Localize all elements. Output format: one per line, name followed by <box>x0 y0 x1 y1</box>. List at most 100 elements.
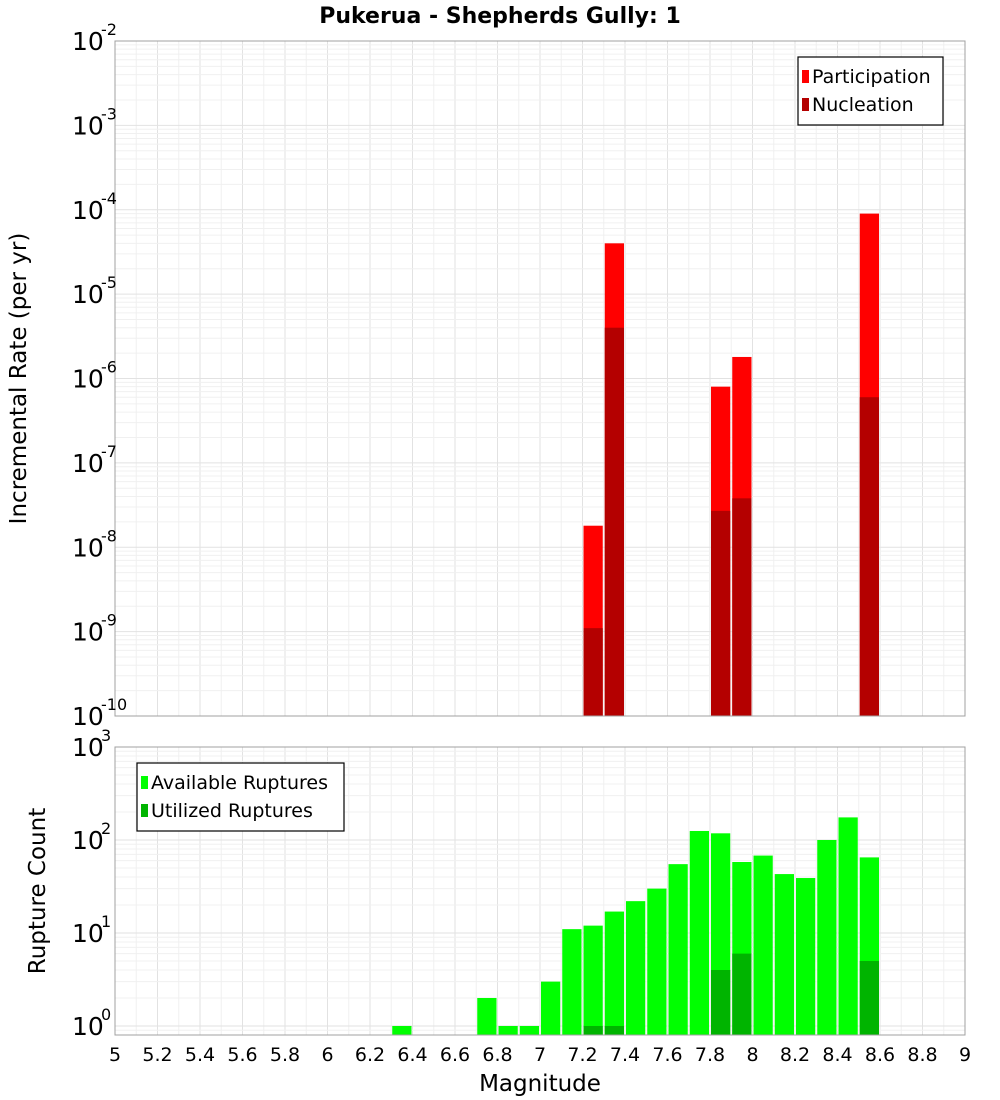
bar-available-ruptures <box>689 830 709 1035</box>
bar-available-ruptures <box>647 888 667 1035</box>
bar-available-ruptures <box>774 874 794 1035</box>
bar-available-ruptures <box>604 911 624 1035</box>
rate-legend: Participation Nucleation <box>797 56 944 126</box>
x-tick-label: 5.2 <box>142 1044 172 1066</box>
x-tick-label: 9 <box>959 1044 971 1066</box>
bar-utilized-ruptures <box>711 969 731 1035</box>
y-tick-exponent: -5 <box>101 273 117 292</box>
bar-available-ruptures <box>583 925 603 1035</box>
y-tick-label: 10 <box>72 449 104 478</box>
y-tick-label: 10 <box>72 533 104 562</box>
y-tick-label: 10 <box>72 280 104 309</box>
x-tick-label: 8.8 <box>907 1044 937 1066</box>
bar-available-ruptures <box>498 1025 518 1035</box>
legend-label: Nucleation <box>812 94 914 116</box>
bar-utilized-ruptures <box>732 953 752 1035</box>
x-tick-label: 7.2 <box>567 1044 597 1066</box>
count-plot-frame <box>114 746 966 1036</box>
y-tick-label: 10 <box>72 111 104 140</box>
bar-nucleation <box>711 510 731 716</box>
y-tick-label: 10 <box>72 365 104 394</box>
bar-utilized-ruptures <box>859 960 879 1035</box>
bar-nucleation <box>583 628 603 716</box>
y-tick-exponent: 1 <box>101 912 111 931</box>
bar-available-ruptures <box>477 997 497 1035</box>
bar-available-ruptures <box>392 1025 412 1035</box>
x-tick-label: 6.6 <box>440 1044 470 1066</box>
y-tick-exponent: -6 <box>101 358 117 377</box>
x-tick-label: 6 <box>321 1044 333 1066</box>
bar-available-ruptures <box>796 878 816 1035</box>
legend-label: Available Ruptures <box>151 772 328 794</box>
x-tick-label: 8 <box>746 1044 758 1066</box>
x-tick-label: 7.8 <box>695 1044 725 1066</box>
legend-swatch <box>141 804 148 817</box>
x-tick-label: 5.6 <box>227 1044 257 1066</box>
y-tick-label: 10 <box>72 1012 104 1041</box>
count-y-axis-label: Rupture Count <box>25 808 51 974</box>
y-tick-label: 10 <box>72 27 104 56</box>
x-tick-label: 6.2 <box>355 1044 385 1066</box>
y-tick-label: 10 <box>72 919 104 948</box>
rate-y-axis-label: Incremental Rate (per yr) <box>6 233 32 525</box>
rate-plot-frame <box>114 40 966 717</box>
x-tick-label: 7.6 <box>652 1044 682 1066</box>
y-tick-exponent: -2 <box>101 20 117 39</box>
bar-available-ruptures <box>626 901 646 1035</box>
y-tick-label: 10 <box>72 196 104 225</box>
y-tick-exponent: 0 <box>101 1005 111 1024</box>
y-tick-exponent: -3 <box>101 104 117 123</box>
legend-swatch <box>802 70 809 83</box>
legend-box <box>136 762 345 832</box>
y-tick-exponent: -10 <box>101 695 127 714</box>
x-tick-label: 6.8 <box>482 1044 512 1066</box>
y-tick-exponent: 2 <box>101 819 111 838</box>
x-tick-label: 5.8 <box>270 1044 300 1066</box>
count-legend: Available Ruptures Utilized Ruptures <box>136 762 345 832</box>
x-tick-label: 7 <box>534 1044 546 1066</box>
bar-available-ruptures <box>838 817 858 1035</box>
y-tick-exponent: -7 <box>101 442 117 461</box>
y-tick-label: 10 <box>72 702 104 731</box>
x-tick-label: 8.6 <box>865 1044 895 1066</box>
bar-available-ruptures <box>519 1025 539 1035</box>
rate-grid <box>114 40 966 717</box>
x-tick-label: 5.4 <box>185 1044 215 1066</box>
x-tick-label: 7.4 <box>610 1044 640 1066</box>
bar-nucleation <box>859 397 879 716</box>
rate-bars <box>583 213 879 717</box>
bar-nucleation <box>732 498 752 716</box>
legend-label: Participation <box>812 66 931 88</box>
bar-available-ruptures <box>562 929 582 1035</box>
y-tick-exponent: -4 <box>101 189 117 208</box>
x-tick-label: 8.2 <box>780 1044 810 1066</box>
bar-available-ruptures <box>541 981 561 1035</box>
legend-swatch <box>141 776 148 789</box>
legend-label: Utilized Ruptures <box>151 800 313 822</box>
magnitude-x-ticks: 5 5.2 5.4 5.6 5.8 6 6.2 6.4 6.6 6.8 7 7.2 7.4 7.6 7.8 8… <box>109 1044 971 1066</box>
y-tick-exponent: -8 <box>101 526 117 545</box>
y-tick-exponent: -9 <box>101 611 117 630</box>
legend-box <box>797 56 944 126</box>
bar-utilized-ruptures <box>604 1025 624 1035</box>
x-tick-label: 6.4 <box>397 1044 427 1066</box>
bar-available-ruptures <box>817 839 837 1035</box>
count-bars <box>392 817 879 1035</box>
chart-title: Pukerua - Shepherds Gully: 1 <box>319 4 681 29</box>
legend-swatch <box>802 98 809 111</box>
y-tick-label: 10 <box>72 733 104 762</box>
y-tick-exponent: 3 <box>101 726 111 745</box>
y-tick-label: 10 <box>72 826 104 855</box>
y-tick-label: 10 <box>72 618 104 647</box>
magnitude-x-axis-label: Magnitude <box>479 1071 601 1097</box>
x-tick-label: 8.4 <box>822 1044 852 1066</box>
bar-nucleation <box>604 327 624 716</box>
bar-available-ruptures <box>753 855 773 1035</box>
bar-available-ruptures <box>668 864 688 1035</box>
x-tick-label: 5 <box>109 1044 121 1066</box>
